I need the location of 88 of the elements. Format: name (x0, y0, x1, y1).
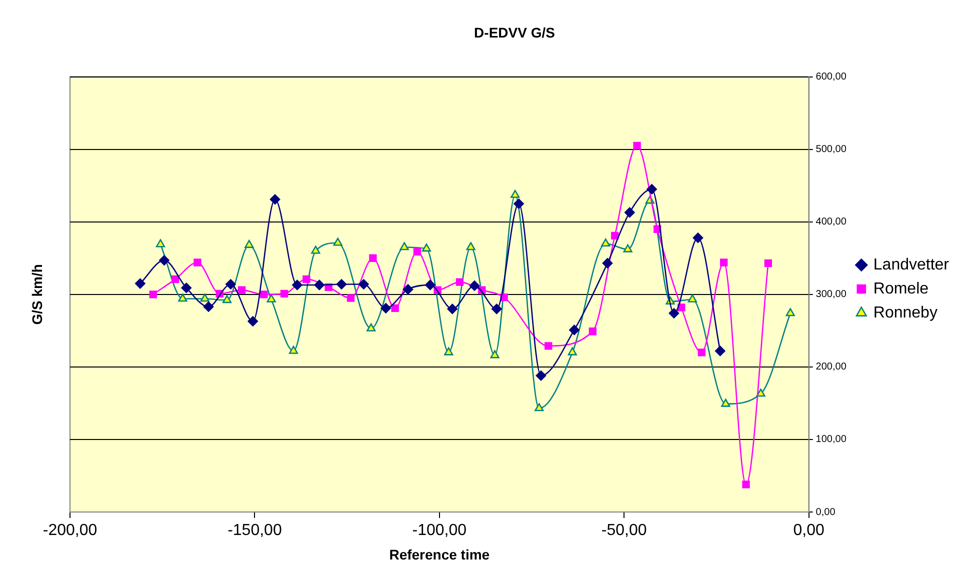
point (171, 275, 180, 283)
point (238, 286, 246, 294)
point (786, 308, 795, 316)
point (270, 194, 280, 205)
point (203, 302, 214, 312)
x-tick-label: 0,00 (793, 522, 824, 540)
y-tick-label: 200,00 (816, 362, 847, 373)
point (490, 350, 500, 358)
point (314, 280, 324, 290)
point (260, 290, 268, 298)
legend-label: Landvetter (873, 256, 950, 274)
point (510, 190, 520, 198)
point (280, 290, 288, 298)
point (514, 198, 524, 209)
point (333, 238, 342, 246)
y-axis-title: G/S km/h (28, 264, 45, 325)
point (149, 290, 157, 298)
point (624, 207, 635, 218)
x-tick-label: -100,00 (412, 522, 467, 540)
point (692, 232, 704, 243)
point (536, 370, 546, 381)
point (646, 184, 657, 194)
point (742, 480, 750, 488)
legend-label: Romele (873, 280, 929, 298)
x-tick-label: -150,00 (228, 522, 282, 540)
point (222, 295, 232, 304)
x-axis-title: Reference time (389, 546, 490, 562)
y-tick-label: 600,00 (816, 72, 847, 83)
point (425, 280, 436, 290)
point (200, 294, 210, 302)
point (602, 258, 613, 268)
point (400, 242, 409, 250)
point (444, 347, 454, 356)
point (244, 240, 254, 248)
point (544, 342, 552, 350)
chart-title: D-EDVV G/S (474, 24, 555, 40)
y-tick-label: 300,00 (816, 289, 847, 300)
point (336, 279, 347, 290)
point (447, 304, 458, 314)
x-tick-label: -50,00 (601, 522, 647, 540)
point (492, 304, 502, 314)
point (469, 280, 480, 291)
point (720, 258, 728, 266)
point (668, 308, 680, 318)
point (534, 403, 544, 412)
point (715, 346, 726, 356)
point (623, 244, 632, 252)
point (311, 246, 320, 254)
y-tick-label: 0,00 (816, 506, 836, 518)
point (698, 348, 706, 356)
point (156, 239, 166, 248)
point (391, 304, 399, 312)
point (413, 248, 422, 256)
y-tick-label: 100,00 (816, 434, 847, 446)
point (568, 347, 577, 356)
point (159, 255, 170, 266)
x-tick-label: -200,00 (42, 522, 98, 540)
point (688, 294, 697, 302)
point (366, 323, 376, 332)
point (178, 294, 188, 302)
legend-label: Ronneby (873, 304, 938, 322)
y-tick-label: 400,00 (816, 216, 847, 228)
point (181, 282, 192, 294)
point (226, 279, 236, 290)
point (764, 259, 772, 268)
point (466, 242, 476, 250)
point (266, 294, 276, 302)
point (633, 142, 641, 150)
point (588, 328, 597, 336)
point (721, 398, 730, 407)
point (601, 238, 610, 247)
y-tick-label: 500,00 (816, 144, 847, 156)
point (302, 275, 310, 283)
point (402, 284, 414, 294)
point (422, 244, 432, 252)
point (194, 258, 202, 266)
point (288, 346, 298, 354)
point (135, 278, 146, 289)
point (456, 278, 464, 286)
point (292, 280, 302, 290)
point (369, 254, 377, 262)
point (346, 294, 355, 302)
point (380, 303, 391, 314)
point (569, 324, 580, 336)
point (756, 388, 766, 397)
point (611, 232, 619, 240)
point (248, 316, 258, 326)
point (358, 279, 369, 290)
